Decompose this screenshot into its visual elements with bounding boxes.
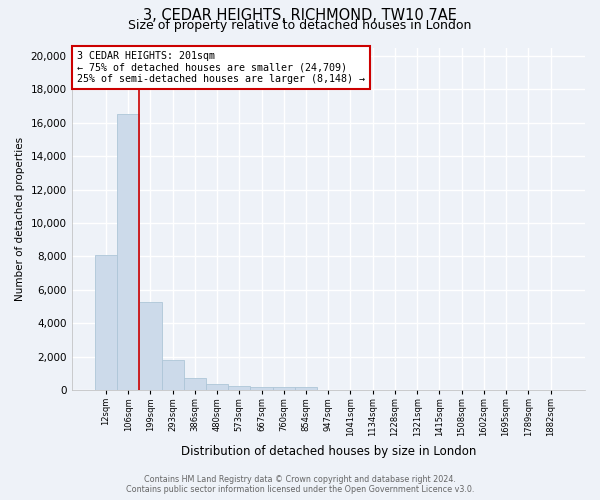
X-axis label: Distribution of detached houses by size in London: Distribution of detached houses by size … (181, 444, 476, 458)
Bar (95, 254, 117, 390)
Bar (250, 387, 273, 390)
Text: 3, CEDAR HEIGHTS, RICHMOND, TW10 7AE: 3, CEDAR HEIGHTS, RICHMOND, TW10 7AE (143, 8, 457, 22)
Text: 3 CEDAR HEIGHTS: 201sqm
← 75% of detached houses are smaller (24,709)
25% of sem: 3 CEDAR HEIGHTS: 201sqm ← 75% of detache… (77, 51, 365, 84)
Bar (206, 384, 228, 390)
Bar (161, 360, 184, 390)
Text: Size of property relative to detached houses in London: Size of property relative to detached ho… (128, 18, 472, 32)
Bar (295, 387, 317, 390)
Bar (184, 378, 206, 390)
Bar (139, 302, 161, 390)
Bar (273, 388, 295, 390)
Bar (228, 386, 250, 390)
Y-axis label: Number of detached properties: Number of detached properties (15, 136, 25, 301)
Bar (117, 114, 139, 390)
Text: Contains HM Land Registry data © Crown copyright and database right 2024.
Contai: Contains HM Land Registry data © Crown c… (126, 474, 474, 494)
